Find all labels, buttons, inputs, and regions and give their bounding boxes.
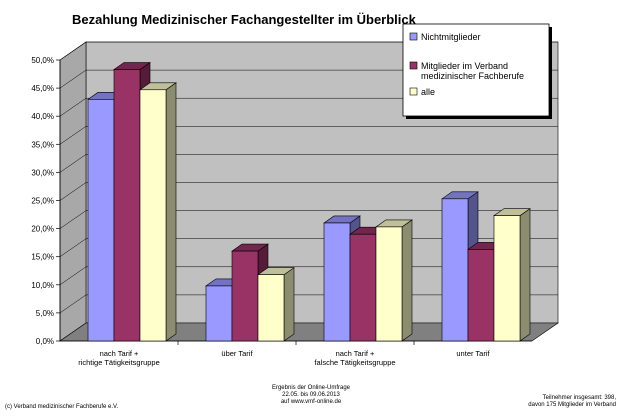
bar-front — [467, 249, 495, 342]
category-label: nach Tarif + — [100, 349, 139, 358]
gridline-side — [59, 238, 87, 257]
legend-label: alle — [421, 87, 435, 97]
legend-box — [402, 23, 550, 117]
category-label: richtige Tätigkeitsgruppe — [78, 358, 160, 367]
gridline-side — [59, 294, 87, 314]
bar-front — [349, 233, 377, 342]
legend-label: medizinischer Fachberufe — [421, 71, 524, 81]
footer-center: auf www.vmf-online.de — [281, 399, 342, 405]
bar-front — [257, 274, 285, 342]
legend-swatch — [409, 87, 418, 96]
bar — [375, 219, 413, 342]
bar-front — [493, 215, 521, 342]
x-axis-labels: nach Tarif +richtige Tätigkeitsgruppeübe… — [78, 341, 491, 367]
legend-label: Mitglieder im Verband — [421, 61, 508, 71]
bar — [493, 208, 531, 342]
y-tick-label: 30,0% — [31, 168, 54, 177]
category-label: nach Tarif + — [336, 349, 375, 358]
bar-side — [401, 219, 413, 342]
legend-swatch — [409, 32, 418, 41]
bar-side — [165, 82, 177, 342]
y-tick-label: 10,0% — [31, 281, 54, 290]
legend-swatch — [409, 61, 418, 70]
gridline-side — [59, 41, 87, 61]
category-label: unter Tarif — [456, 349, 490, 358]
bar-front — [231, 250, 259, 342]
gridline-side — [59, 154, 87, 173]
bar-front — [441, 198, 469, 342]
y-tick-label: 40,0% — [31, 112, 54, 121]
bar — [257, 267, 295, 342]
footer-left: (c) Verband medizinischer Fachberufe e.V… — [5, 404, 119, 410]
y-tick-label: 35,0% — [31, 140, 54, 149]
y-tick-label: 50,0% — [31, 56, 54, 65]
footer-right: Teilnehmer insgesamt: 398, — [543, 395, 617, 401]
bar-front — [375, 226, 403, 342]
y-tick-label: 45,0% — [31, 84, 54, 93]
bars — [87, 61, 531, 342]
gridline-side — [59, 97, 87, 117]
legend: Nichtmitglieder Mitglieder im Verbandmedi… — [402, 23, 552, 119]
y-tick-label: 20,0% — [31, 225, 54, 234]
footer-right: davon 175 Mitglieder im Verband — [528, 402, 616, 408]
bar-front — [87, 99, 115, 342]
category-label: falsche Tätigkeitsgruppe — [314, 358, 395, 367]
gridline-side — [59, 69, 87, 89]
footer-center: 22.05. bis 09.06.2013 — [282, 392, 340, 398]
y-tick-label: 25,0% — [31, 197, 54, 206]
y-tick-label: 0,0% — [36, 337, 54, 346]
y-tick-label: 5,0% — [36, 309, 54, 318]
gridline-side — [59, 210, 87, 229]
y-tick-label: 15,0% — [31, 253, 54, 262]
bar — [139, 82, 177, 342]
chart-title: Bezahlung Medizinischer Fachangestellter… — [72, 12, 417, 27]
bar-front — [113, 69, 141, 342]
bar-front — [139, 89, 167, 342]
gridline-side — [59, 182, 87, 201]
category-label: über Tarif — [221, 349, 253, 358]
legend-label: Nichtmitglieder — [421, 32, 481, 42]
bar-side — [283, 267, 295, 342]
gridline-side — [59, 126, 87, 145]
footer: (c) Verband medizinischer Fachberufe e.V… — [5, 385, 616, 410]
footer-center: Ergebnis der Online-Umfrage — [272, 385, 351, 391]
bar-front — [323, 222, 351, 342]
bar-side — [519, 208, 531, 342]
gridline-side — [59, 266, 87, 286]
bar-front — [205, 285, 233, 342]
